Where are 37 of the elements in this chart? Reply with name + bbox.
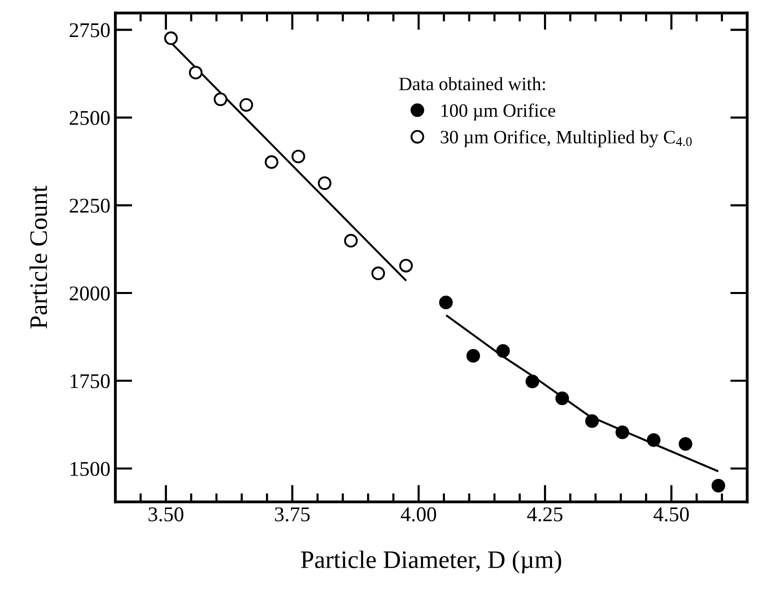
y-tick-label: 2500 [70,110,110,125]
y-tick-label: 1750 [70,374,110,388]
point [496,344,510,358]
x-axis-title: Particle Diameter, D (µm) [301,550,562,574]
point [239,98,254,112]
legend-title: Data obtained with: [399,77,545,90]
point [466,349,480,363]
x-tick-label: 4.00 [400,507,436,522]
point [678,437,692,451]
y-tick-label: 2000 [70,286,110,300]
x-tick-label: 3.75 [275,507,310,522]
point [344,234,358,248]
point [292,150,306,164]
point [371,266,386,280]
y-axis-title: Particle Count [30,186,48,329]
point [526,374,540,388]
point [164,31,178,46]
point [585,414,599,428]
point [616,426,630,440]
x-tick-label: 3.50 [148,507,184,522]
point [646,433,660,447]
point [712,478,726,492]
point [399,258,413,272]
x-tick-label: 4.50 [654,507,689,522]
point [439,296,453,310]
y-tick-label: 2250 [70,198,110,213]
point [318,176,332,190]
point [264,155,278,169]
legend-label: 30 µm Orifice, Multiplied by C$_{4.0}$ [440,130,692,148]
point [555,391,569,406]
line-series [446,314,718,472]
x-tick-label: 4.25 [527,507,562,522]
y-tick-label: 2750 [70,23,110,38]
legend-label: 100 µm Orifice [442,103,556,121]
point [188,66,203,80]
point [214,92,228,106]
y-tick-label: 1500 [70,462,110,476]
